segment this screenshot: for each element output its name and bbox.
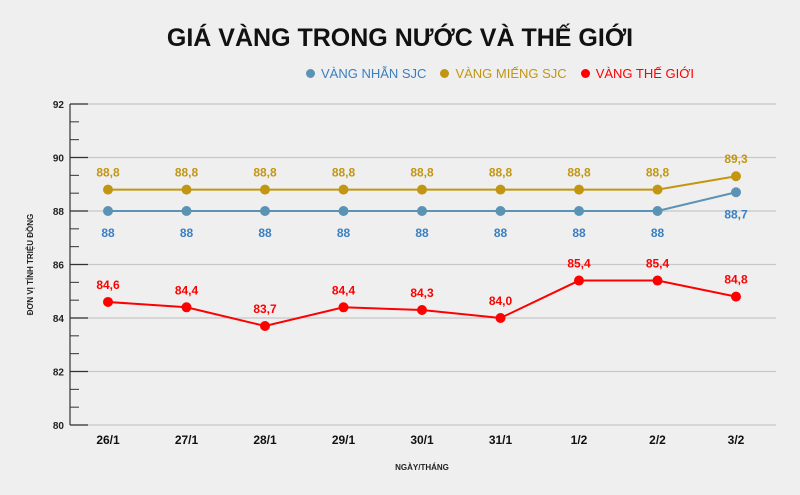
data-label: 88,8 [489, 166, 513, 180]
data-label: 88 [651, 226, 665, 240]
legend-item: VÀNG THẾ GIỚI [580, 66, 695, 81]
x-tick-label: 26/1 [96, 433, 120, 447]
data-point [495, 313, 506, 323]
data-point [652, 275, 663, 286]
y-tick-label: 92 [53, 100, 65, 111]
data-label: 88,8 [96, 166, 120, 180]
x-tick-label: 28/1 [253, 433, 277, 447]
legend-label: VÀNG MIẾNG SJC [455, 66, 567, 81]
data-label: 85,4 [646, 257, 670, 271]
data-label: 89,3 [724, 152, 748, 166]
data-point [260, 184, 270, 195]
data-label: 88 [494, 226, 508, 240]
data-point [731, 171, 741, 182]
y-tick-label: 82 [53, 368, 65, 379]
legend-marker-icon [440, 69, 450, 78]
y-tick-label: 90 [53, 154, 65, 165]
x-axis-label: NGÀY/THÁNG [395, 463, 449, 472]
data-point [338, 302, 349, 313]
x-tick-label: 29/1 [332, 433, 356, 447]
data-label: 84,0 [489, 294, 513, 308]
legend-label: VÀNG NHẪN SJC [320, 66, 427, 81]
data-label: 84,4 [175, 283, 199, 297]
data-label: 88 [101, 226, 115, 240]
data-point [181, 302, 192, 313]
data-point [495, 206, 506, 216]
data-label: 84,6 [96, 278, 120, 292]
data-point [260, 206, 270, 216]
data-label: 85,4 [567, 257, 591, 271]
data-label: 88,8 [646, 166, 670, 180]
data-label: 84,4 [332, 283, 356, 297]
series-vàng-nhẫn-sjc: 88 88 88 88 88 88 88 88 88,7 [101, 187, 748, 240]
data-label: 88,8 [175, 166, 199, 180]
data-label: 88 [337, 226, 351, 240]
legend-label: VÀNG THẾ GIỚI [595, 66, 695, 81]
y-tick-label: 84 [53, 314, 65, 325]
x-tick-label: 31/1 [489, 433, 513, 447]
data-label: 88 [572, 226, 586, 240]
data-point [103, 296, 113, 307]
data-label: 88 [258, 226, 272, 240]
data-point [574, 184, 584, 195]
data-point [731, 187, 741, 198]
data-point [731, 291, 741, 302]
data-label: 88,7 [724, 207, 748, 221]
data-point [574, 275, 584, 286]
data-point [417, 206, 427, 216]
data-label: 88 [415, 226, 429, 240]
data-label: 83,7 [253, 302, 277, 316]
data-point [338, 206, 349, 216]
data-point [417, 304, 427, 315]
data-point [652, 206, 663, 216]
data-label: 84,8 [724, 273, 748, 287]
data-label: 88,8 [332, 166, 356, 180]
data-point [338, 184, 349, 195]
y-tick-label: 88 [53, 207, 65, 218]
legend-marker-icon [305, 69, 315, 78]
legend-item: VÀNG MIẾNG SJC [440, 66, 567, 81]
y-tick-label: 80 [53, 421, 65, 432]
series-vàng-miếng-sjc: 88,8 88,8 88,8 88,8 88,8 88,8 88,8 88,8 89,3 [96, 152, 748, 195]
data-point [181, 184, 192, 195]
data-point [652, 184, 663, 195]
legend: VÀNG NHẪN SJC VÀNG MIẾNG SJC VÀNG THẾ GIỚI [0, 66, 800, 81]
y-tick-label: 86 [53, 261, 65, 272]
data-label: 88,8 [567, 166, 591, 180]
y-axis-label: ĐƠN VỊ TÍNH TRIỆU ĐỒNG [25, 214, 35, 316]
x-tick-label: 30/1 [410, 433, 434, 447]
x-tick-label: 3/2 [728, 433, 745, 447]
data-label: 88,8 [253, 166, 277, 180]
data-point [260, 321, 270, 332]
x-tick-label: 27/1 [175, 433, 199, 447]
data-point [181, 206, 192, 216]
data-label: 88,8 [410, 166, 434, 180]
x-tick-label: 2/2 [649, 433, 666, 447]
data-label: 88 [180, 226, 194, 240]
chart-title: GIÁ VÀNG TRONG NƯỚC VÀ THẾ GIỚI [166, 24, 634, 52]
x-tick-label: 1/2 [571, 433, 588, 447]
data-label: 84,3 [410, 286, 434, 300]
data-point [103, 184, 113, 195]
data-point [574, 206, 584, 216]
data-point [495, 184, 506, 195]
data-point [103, 206, 113, 216]
legend-marker-icon [580, 69, 590, 78]
data-point [417, 184, 427, 195]
legend-item: VÀNG NHẪN SJC [106, 66, 426, 81]
series-vàng-thế-giới: 84,6 84,4 83,7 84,4 84,3 84,0 85,4 85,4 84,8 [96, 257, 748, 332]
